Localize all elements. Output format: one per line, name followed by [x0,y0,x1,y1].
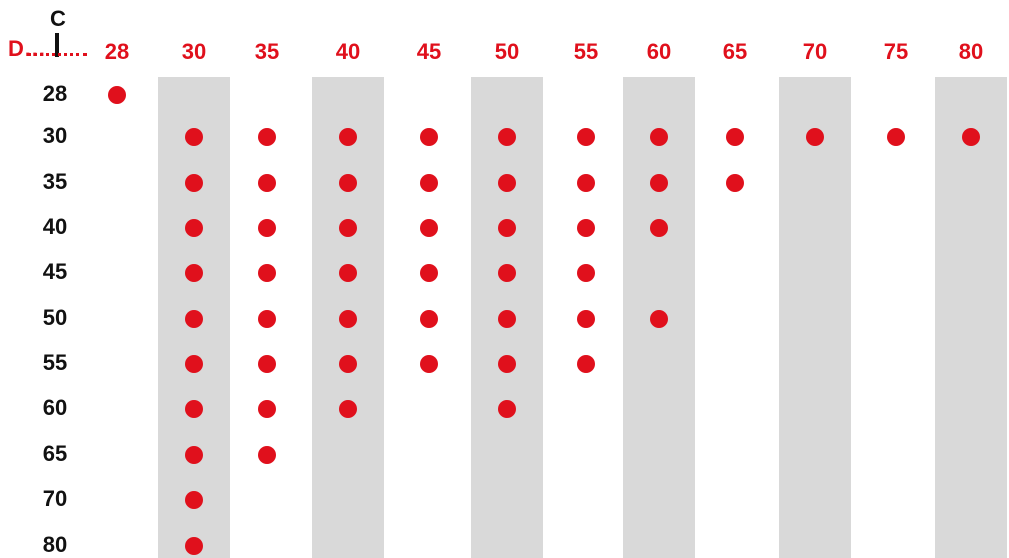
dot-30-40 [185,219,203,237]
dot-50-40 [498,219,516,237]
dot-55-55 [577,355,595,373]
column-label-65: 65 [723,39,747,64]
dot-50-60 [498,400,516,418]
dot-30-35 [185,174,203,192]
dot-30-80 [185,537,203,555]
dot-55-45 [577,264,595,282]
row-label-35: 35 [43,169,67,194]
dot-30-45 [185,264,203,282]
dot-35-60 [258,400,276,418]
dot-35-65 [258,446,276,464]
column-band-70 [779,77,851,558]
dot-50-55 [498,355,516,373]
column-label-80: 80 [959,39,983,64]
dot-65-35 [726,174,744,192]
column-label-28: 28 [105,39,129,64]
column-axis-dotted-line [27,53,87,56]
column-label-60: 60 [647,39,671,64]
dot-65-30 [726,128,744,146]
dot-60-30 [650,128,668,146]
column-label-45: 45 [417,39,441,64]
row-label-80: 80 [43,532,67,557]
row-label-70: 70 [43,486,67,511]
dot-80-30 [962,128,980,146]
dot-30-55 [185,355,203,373]
dot-35-35 [258,174,276,192]
column-axis-title: D… [8,36,46,61]
dot-50-45 [498,264,516,282]
dot-28-28 [108,86,126,104]
row-label-30: 30 [43,123,67,148]
dot-60-40 [650,219,668,237]
dot-35-50 [258,310,276,328]
column-label-50: 50 [495,39,519,64]
row-label-45: 45 [43,259,67,284]
dot-70-30 [806,128,824,146]
column-label-75: 75 [884,39,908,64]
row-label-28: 28 [43,81,67,106]
dot-35-30 [258,128,276,146]
dot-45-40 [420,219,438,237]
dot-45-30 [420,128,438,146]
dot-50-50 [498,310,516,328]
dot-30-65 [185,446,203,464]
dot-45-45 [420,264,438,282]
dot-30-70 [185,491,203,509]
dot-55-40 [577,219,595,237]
dot-55-30 [577,128,595,146]
dot-75-30 [887,128,905,146]
dot-55-35 [577,174,595,192]
row-label-40: 40 [43,214,67,239]
dot-55-50 [577,310,595,328]
dot-50-30 [498,128,516,146]
row-label-50: 50 [43,305,67,330]
dot-60-50 [650,310,668,328]
dot-35-40 [258,219,276,237]
column-label-30: 30 [182,39,206,64]
dot-45-55 [420,355,438,373]
row-label-55: 55 [43,350,67,375]
dot-40-30 [339,128,357,146]
dot-30-30 [185,128,203,146]
dot-60-35 [650,174,668,192]
column-label-40: 40 [336,39,360,64]
dot-45-50 [420,310,438,328]
dot-35-45 [258,264,276,282]
column-band-80 [935,77,1007,558]
dot-35-55 [258,355,276,373]
dot-50-35 [498,174,516,192]
row-label-60: 60 [43,395,67,420]
dot-40-35 [339,174,357,192]
dot-40-60 [339,400,357,418]
dot-40-55 [339,355,357,373]
column-label-55: 55 [574,39,598,64]
dot-45-35 [420,174,438,192]
dot-30-50 [185,310,203,328]
row-axis-tick-icon [55,33,59,57]
row-label-65: 65 [43,441,67,466]
dot-40-40 [339,219,357,237]
column-label-70: 70 [803,39,827,64]
column-label-35: 35 [255,39,279,64]
row-axis-title: C [50,6,66,31]
dot-40-45 [339,264,357,282]
dot-40-50 [339,310,357,328]
dot-30-60 [185,400,203,418]
